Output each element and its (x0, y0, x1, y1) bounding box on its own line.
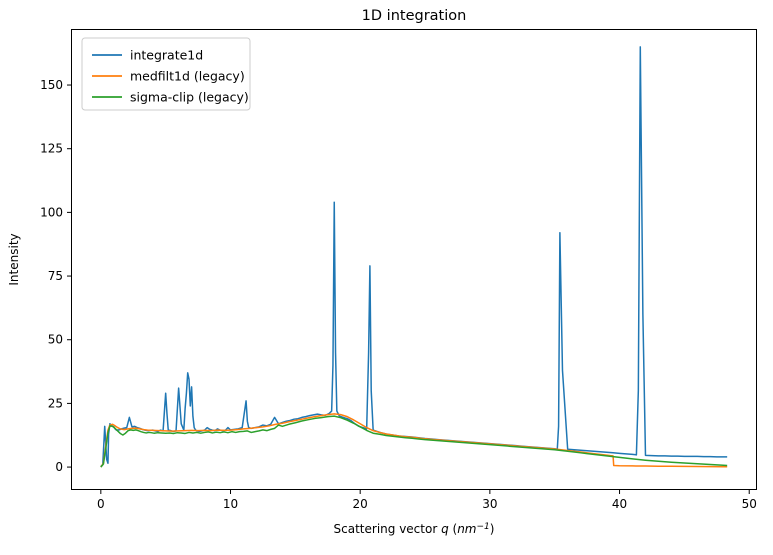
x-tick-label: 20 (353, 497, 368, 511)
x-tick-label: 30 (482, 497, 497, 511)
x-tick-label: 0 (97, 497, 105, 511)
axes-frame (71, 29, 757, 490)
y-tick-label: 125 (40, 142, 63, 156)
legend-label-2: sigma-clip (legacy) (130, 90, 249, 105)
series-line-sigma-clip (100, 415, 728, 468)
y-tick-label: 25 (48, 396, 63, 410)
x-tick-label: 40 (612, 497, 627, 511)
y-tick-label: 100 (40, 205, 63, 219)
y-axis-label: Intensity (7, 233, 21, 285)
x-axis-label: Scattering vector q (nm−1) (334, 522, 495, 536)
legend-label-0: integrate1d (130, 48, 203, 63)
series-line-medfilt1d (100, 413, 728, 468)
y-tick-label: 50 (48, 333, 63, 347)
legend-label-1: medfilt1d (legacy) (130, 69, 245, 84)
chart-title: 1D integration (362, 8, 467, 24)
y-tick-label: 75 (48, 269, 63, 283)
x-tick-label: 50 (742, 497, 757, 511)
y-tick-label: 0 (55, 460, 63, 474)
y-tick-label: 150 (40, 78, 63, 92)
x-tick-label: 10 (223, 497, 238, 511)
legend-box (81, 37, 251, 111)
